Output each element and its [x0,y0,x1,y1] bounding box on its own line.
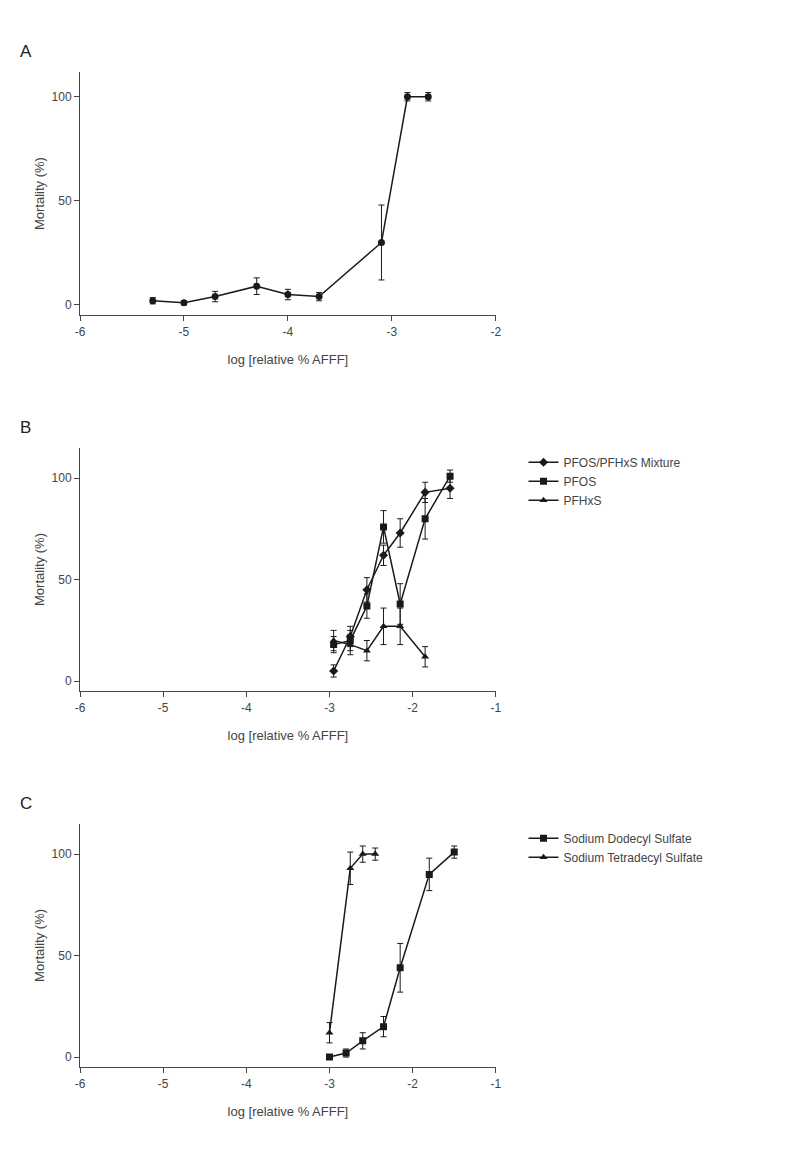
svg-text:-5: -5 [179,325,190,339]
svg-text:-4: -4 [241,701,252,715]
svg-text:100: 100 [52,471,72,485]
svg-text:C: C [20,794,32,813]
svg-text:-2: -2 [407,701,418,715]
svg-text:PFOS: PFOS [564,475,597,489]
svg-text:Sodium Tetradecyl Sulfate: Sodium Tetradecyl Sulfate [564,851,704,865]
svg-text:Mortality (%): Mortality (%) [32,909,47,982]
svg-text:log [relative % AFFF]: log [relative % AFFF] [228,352,349,367]
svg-text:-1: -1 [490,1077,501,1091]
svg-text:PFHxS: PFHxS [564,494,602,508]
svg-text:-5: -5 [158,1077,169,1091]
svg-text:-6: -6 [75,701,86,715]
svg-text:A: A [20,42,32,61]
svg-text:PFOS/PFHxS Mixture: PFOS/PFHxS Mixture [564,456,681,470]
svg-text:0: 0 [65,1050,72,1064]
svg-text:50: 50 [58,194,72,208]
svg-text:log [relative % AFFF]: log [relative % AFFF] [228,728,349,743]
svg-text:-4: -4 [283,325,294,339]
svg-text:-3: -3 [324,1077,335,1091]
svg-text:-6: -6 [75,325,86,339]
svg-text:B: B [20,418,31,437]
svg-text:-6: -6 [75,1077,86,1091]
svg-text:-4: -4 [241,1077,252,1091]
svg-text:100: 100 [52,847,72,861]
svg-text:100: 100 [52,90,72,104]
svg-text:Sodium Dodecyl Sulfate: Sodium Dodecyl Sulfate [564,832,692,846]
svg-text:Mortality (%): Mortality (%) [32,157,47,230]
svg-text:log [relative % AFFF]: log [relative % AFFF] [228,1104,349,1119]
svg-text:0: 0 [65,298,72,312]
svg-text:0: 0 [65,674,72,688]
svg-text:-3: -3 [324,701,335,715]
svg-text:50: 50 [58,573,72,587]
svg-text:-1: -1 [490,701,501,715]
svg-text:50: 50 [58,949,72,963]
svg-text:-3: -3 [387,325,398,339]
svg-text:-5: -5 [158,701,169,715]
svg-text:-2: -2 [407,1077,418,1091]
svg-text:Mortality (%): Mortality (%) [32,533,47,606]
svg-text:-2: -2 [490,325,501,339]
